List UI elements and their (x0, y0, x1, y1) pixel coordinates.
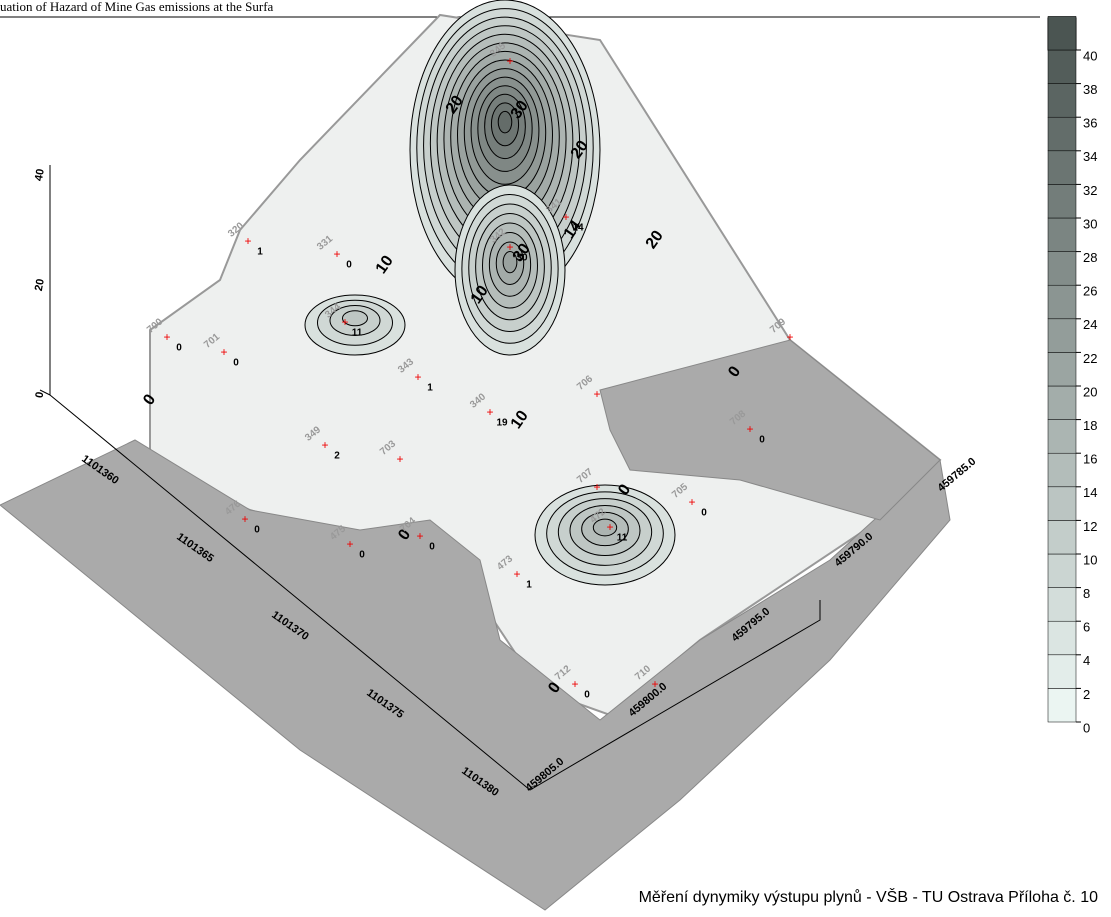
station-marker: + (486, 405, 493, 419)
station-value: 0 (233, 358, 239, 369)
station-value: 0 (759, 435, 765, 446)
colorbar-band (1048, 285, 1076, 319)
station-value: 0 (254, 525, 260, 536)
station-marker: + (506, 54, 513, 68)
station-value: 11 (617, 533, 628, 544)
colorbar-band (1048, 50, 1076, 84)
station-value: 0 (359, 550, 365, 561)
colorbar-label: 10 (1083, 552, 1097, 567)
station-marker: + (651, 677, 658, 691)
colorbar-label: 24 (1083, 317, 1097, 332)
station-marker: + (513, 567, 520, 581)
colorbar-label: 30 (1083, 216, 1097, 231)
colorbar-band (1048, 84, 1076, 118)
station-value: 0 (176, 343, 182, 354)
station-marker: + (571, 677, 578, 691)
station-value: 2 (334, 451, 340, 462)
colorbar-label: 16 (1083, 452, 1097, 467)
colorbar-band (1048, 319, 1076, 353)
colorbar-band (1048, 218, 1076, 252)
map: uation of Hazard of Mine Gas emissions a… (0, 0, 1111, 917)
colorbar-band (1048, 688, 1076, 722)
station-marker: + (593, 387, 600, 401)
colorbar-label: 2 (1083, 687, 1090, 702)
colorbar-band (1048, 655, 1076, 689)
page: uation of Hazard of Mine Gas emissions a… (0, 0, 1111, 917)
colorbar-band (1048, 16, 1076, 50)
station-marker: + (606, 520, 613, 534)
colorbar-band (1048, 252, 1076, 286)
station-value: 11 (352, 328, 363, 339)
colorbar-label: 32 (1083, 183, 1097, 198)
colorbar-band (1048, 588, 1076, 622)
colorbar-band (1048, 621, 1076, 655)
colorbar-band (1048, 554, 1076, 588)
station-marker: + (346, 537, 353, 551)
station-marker: + (396, 452, 403, 466)
colorbar-band (1048, 386, 1076, 420)
colorbar-label: 26 (1083, 284, 1097, 299)
station-value: 0 (346, 260, 352, 271)
station-marker: + (163, 330, 170, 344)
colorbar-band (1048, 420, 1076, 454)
colorbar-label: 0 (1083, 720, 1090, 735)
colorbar-band (1048, 520, 1076, 554)
station-marker: + (333, 247, 340, 261)
station-marker: + (688, 495, 695, 509)
colorbar-label: 28 (1083, 250, 1097, 265)
station-value: 0 (584, 690, 590, 701)
colorbar-label: 20 (1083, 384, 1097, 399)
colorbar-band (1048, 117, 1076, 151)
colorbar-band (1048, 352, 1076, 386)
station-marker: + (241, 512, 248, 526)
colorbar-label: 14 (1083, 485, 1097, 500)
footer: Měření dynymiky výstupu plynů - VŠB - TU… (639, 887, 1099, 906)
colorbar-label: 36 (1083, 116, 1097, 131)
colorbar-label: 12 (1083, 519, 1097, 534)
colorbar-label: 4 (1083, 653, 1090, 668)
colorbar-label: 6 (1083, 620, 1090, 635)
station-marker: + (562, 210, 569, 224)
colorbar-label: 18 (1083, 418, 1097, 433)
station-marker: + (341, 315, 348, 329)
station-marker: + (593, 480, 600, 494)
station-value: 30 (516, 253, 528, 264)
z-tick-label: 20 (33, 278, 47, 292)
station-marker: + (506, 240, 513, 254)
station-value: 1 (427, 383, 433, 394)
station-marker: + (416, 529, 423, 543)
station-marker: + (786, 330, 793, 344)
station-value: 1 (257, 247, 263, 258)
colorbar-label: 22 (1083, 351, 1097, 366)
colorbar-label: 40 (1083, 48, 1097, 63)
colorbar-band (1048, 487, 1076, 521)
station-value: 1 (526, 580, 532, 591)
station-marker: + (746, 422, 753, 436)
title: uation of Hazard of Mine Gas emissions a… (0, 0, 274, 14)
colorbar-label: 8 (1083, 586, 1090, 601)
colorbar-label: 34 (1083, 149, 1097, 164)
station-marker: + (220, 345, 227, 359)
station-marker: + (244, 234, 251, 248)
colorbar-band (1048, 453, 1076, 487)
z-tick-label: 40 (33, 168, 47, 182)
colorbar-band (1048, 184, 1076, 218)
station-value: 0 (701, 508, 707, 519)
station-value: 19 (496, 418, 508, 429)
station-marker: + (414, 370, 421, 384)
colorbar-label: 38 (1083, 82, 1097, 97)
station-value: 0 (429, 542, 435, 553)
station-value: 14 (572, 223, 584, 234)
colorbar-band (1048, 151, 1076, 185)
station-marker: + (321, 438, 328, 452)
